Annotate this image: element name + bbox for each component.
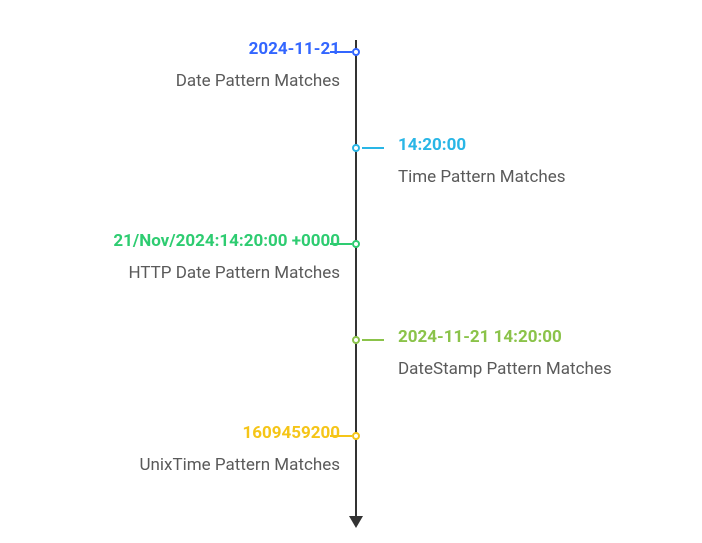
timeline-node-icon — [352, 48, 360, 56]
timeline-entry-text: 21/Nov/2024:14:20:00 +0000 HTTP Date Patt… — [40, 230, 340, 284]
timeline-entry-value: 2024-11-21 14:20:00 — [398, 326, 698, 348]
timeline-entry-value: 1609459200 — [40, 422, 340, 444]
timeline-entry-label: UnixTime Pattern Matches — [40, 454, 340, 476]
timeline-entry-label: HTTP Date Pattern Matches — [40, 262, 340, 284]
timeline-entry-value: 21/Nov/2024:14:20:00 +0000 — [40, 230, 340, 252]
timeline-entry-text: 2024-11-21 Date Pattern Matches — [40, 38, 340, 92]
timeline-entry-text: 2024-11-21 14:20:00 DateStamp Pattern Mat… — [398, 326, 698, 380]
timeline-entry-text: 14:20:00 Time Pattern Matches — [398, 134, 698, 188]
timeline-entry-label: Time Pattern Matches — [398, 166, 698, 188]
timeline-entry-label: Date Pattern Matches — [40, 70, 340, 92]
timeline-node-icon — [352, 336, 360, 344]
timeline-connector — [362, 147, 384, 149]
timeline-node-icon — [352, 432, 360, 440]
timeline-arrowhead — [349, 516, 363, 528]
timeline-node-icon — [352, 144, 360, 152]
timeline-entry-text: 1609459200 UnixTime Pattern Matches — [40, 422, 340, 476]
timeline-entry-value: 14:20:00 — [398, 134, 698, 156]
timeline-axis — [355, 40, 357, 520]
timeline-connector — [362, 339, 384, 341]
timeline-entry-label: DateStamp Pattern Matches — [398, 358, 698, 380]
timeline-node-icon — [352, 240, 360, 248]
timeline-entry-value: 2024-11-21 — [40, 38, 340, 60]
